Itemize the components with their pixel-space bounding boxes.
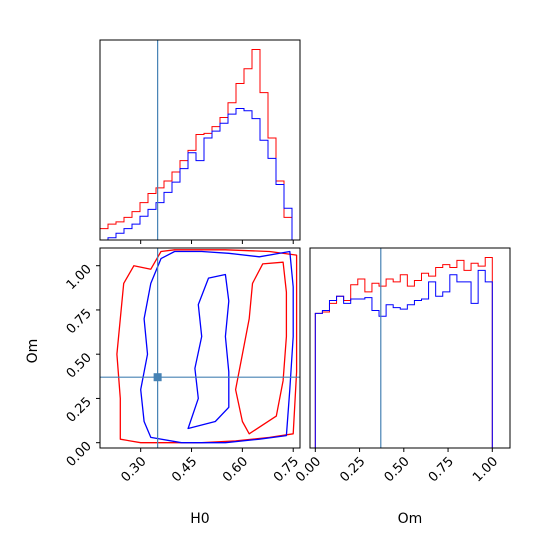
histogram-h0-panel: [99, 39, 301, 244]
hist-om-frame: [309, 247, 511, 449]
x-axis-title-om: Om: [398, 511, 423, 527]
hist-om-xtick-label-1: 0.25: [337, 454, 368, 485]
truth-point-marker: [153, 373, 162, 382]
hist-h0-frame: [99, 39, 301, 241]
contour-ytick-label-0: 0.00: [64, 439, 95, 470]
contour-xtick-label-1: 0.45: [169, 454, 200, 485]
histogram-om-panel: 0.00 0.25 0.50 0.75 1.00: [293, 247, 511, 485]
contour-blue-inner: [187, 273, 230, 430]
hist-series-blue-hist-H0: [100, 107, 300, 240]
contour-h0-om-panel: 0.30 0.45 0.60 0.750.000.250.500.751.00: [64, 247, 302, 485]
hist-series-red-hist-Om: [314, 257, 493, 448]
hist-om-xtick-label-2: 0.50: [382, 454, 413, 485]
contour-xtick-label-2: 0.60: [220, 454, 251, 485]
contour-ytick-label-3: 0.75: [64, 306, 95, 337]
contour-blue-outer: [140, 250, 294, 444]
contour-ytick-label-1: 0.25: [64, 395, 95, 426]
hist-series-red-hist-H0: [100, 49, 300, 240]
contour-red-inner: [234, 261, 288, 435]
contour-frame: [99, 247, 301, 449]
contour-ytick-label-2: 0.50: [64, 350, 95, 381]
hist-om-xtick-label-0: 0.00: [293, 454, 324, 485]
hist-om-xtick-label-3: 0.75: [426, 454, 457, 485]
contour-xtick-label-0: 0.30: [118, 454, 149, 485]
contour-ytick-label-4: 1.00: [64, 262, 95, 293]
y-axis-title-om: Om: [25, 339, 41, 364]
hist-series-blue-hist-Om: [314, 269, 493, 448]
hist-om-xtick-label-4: 1.00: [470, 454, 501, 485]
x-axis-title-h0: H0: [190, 511, 209, 527]
